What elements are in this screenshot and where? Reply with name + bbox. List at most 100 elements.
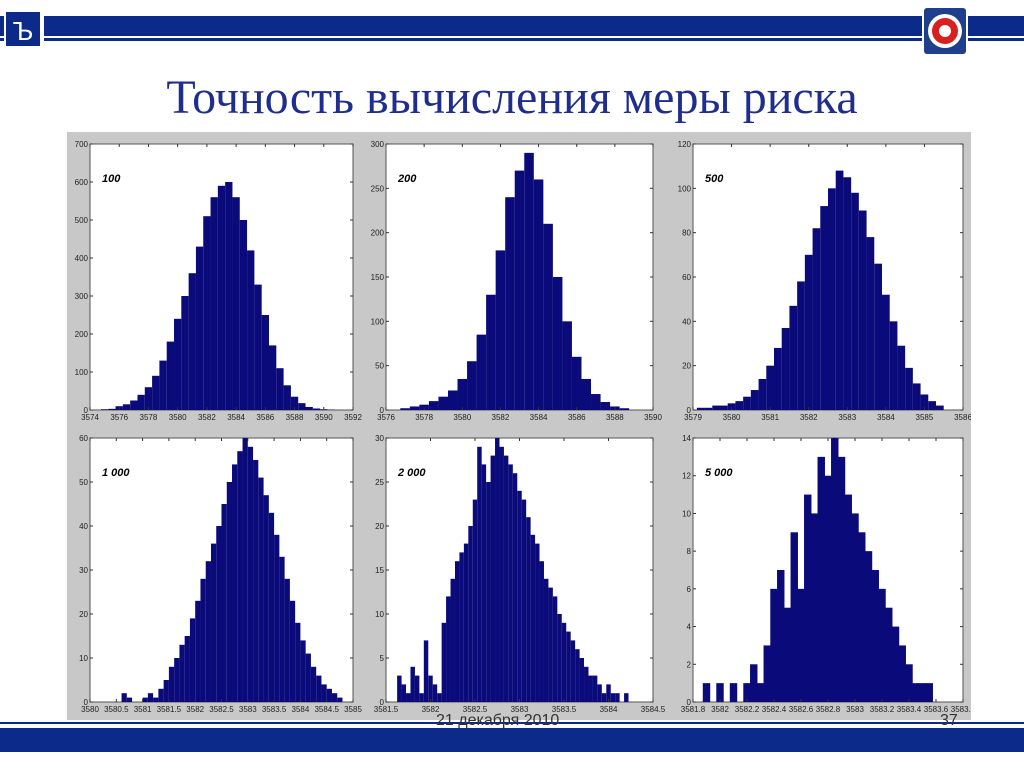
histogram-panel: 0 100 200 300 400 500 600 700 3574 3576 3578 3580 35…: [75, 140, 363, 422]
x-tick-label: 3590: [644, 413, 662, 422]
y-tick-label: 40: [79, 522, 88, 531]
y-tick-label: 30: [375, 434, 384, 443]
histogram-bar: [247, 250, 255, 410]
histogram-bar: [837, 456, 846, 702]
x-tick-label: 3582.8: [816, 705, 841, 714]
histogram-bar: [486, 482, 491, 702]
histogram-bar: [844, 494, 852, 702]
sample-size-label: 1 000: [102, 467, 130, 479]
histogram-bar: [533, 179, 544, 410]
histogram-bar: [406, 693, 411, 702]
histogram-bar: [716, 683, 724, 702]
histogram-bar: [126, 697, 133, 702]
histogram-bar: [438, 396, 448, 410]
histogram-bar: [137, 394, 145, 410]
histogram-bar: [184, 636, 190, 702]
histogram-bar: [579, 658, 585, 702]
histogram-bar: [331, 693, 338, 702]
histogram-bar: [144, 387, 153, 410]
x-tick-label: 3584.5: [314, 705, 339, 714]
histogram-bar: [276, 368, 284, 410]
histogram-bar: [763, 645, 771, 702]
histogram-bar: [200, 578, 206, 702]
histogram-bar: [305, 406, 313, 410]
histogram-bar: [410, 666, 415, 702]
histogram-bar: [457, 378, 468, 410]
histogram-bar: [750, 664, 758, 702]
x-tick-label: 3584.5: [641, 705, 666, 714]
histogram-bar: [562, 321, 572, 410]
histogram-bar: [936, 405, 944, 410]
histogram-bar: [835, 170, 844, 410]
histogram-bar: [179, 644, 185, 702]
y-tick-label: 60: [682, 273, 691, 282]
histogram-bar: [770, 588, 778, 702]
histogram-bar: [409, 406, 420, 410]
x-tick-label: 3583.5: [552, 705, 577, 714]
histogram-bar: [166, 341, 175, 410]
header-line: [0, 38, 1024, 41]
histogram-bar: [188, 273, 196, 410]
histogram-bar: [928, 401, 936, 410]
y-tick-label: 20: [375, 522, 384, 531]
histogram-panel: 0 5 10 15 20 25 30 3581.5 3582 3582.5 3583 3583.5 35…: [374, 434, 666, 714]
y-tick-label: 80: [682, 229, 691, 238]
x-tick-label: 3586: [954, 413, 971, 422]
histogram-bar: [472, 499, 478, 702]
x-tick-label: 3581: [134, 705, 152, 714]
histogram-bar: [561, 622, 567, 702]
histogram-bar: [152, 375, 160, 410]
histogram-bar: [831, 438, 839, 702]
histogram-bar: [575, 649, 580, 702]
histogram-bar: [521, 499, 527, 702]
histogram-bar: [696, 407, 705, 410]
histogram-bar: [552, 277, 563, 410]
histogram-bar: [606, 684, 611, 702]
x-tick-label: 3588: [286, 413, 304, 422]
x-tick-label: 3582.4: [762, 705, 787, 714]
histogram-bar: [897, 345, 906, 410]
histogram-bar: [783, 607, 792, 702]
y-tick-label: 400: [75, 254, 89, 263]
histogram-bar: [258, 477, 264, 702]
histogram-bar: [871, 570, 879, 702]
x-tick-label: 3581.5: [374, 705, 399, 714]
histogram-bar: [142, 697, 148, 702]
histogram-bar: [428, 675, 433, 702]
x-tick-label: 3586: [256, 413, 274, 422]
histogram-bar: [804, 494, 812, 702]
histogram-bar: [239, 220, 248, 410]
x-tick-label: 3582.5: [209, 705, 234, 714]
histogram-bar: [189, 618, 196, 702]
histogram-bar: [526, 517, 531, 702]
histogram-bar: [727, 403, 736, 410]
y-tick-label: 6: [687, 585, 692, 594]
histogram-bar: [447, 390, 458, 410]
histogram-bar: [203, 216, 211, 410]
histogram-bar: [477, 446, 482, 702]
histogram-bar: [312, 408, 321, 410]
histogram-bar: [543, 578, 549, 702]
histogram-bar: [570, 640, 576, 702]
x-tick-label: 3582.2: [735, 705, 760, 714]
y-tick-label: 2: [687, 660, 692, 669]
histogram-bar: [419, 693, 424, 702]
histogram-bar: [316, 675, 322, 702]
histogram-bar: [158, 688, 164, 702]
histogram-bar: [216, 526, 222, 702]
histogram-bar: [210, 197, 218, 410]
histogram-bar: [268, 345, 277, 410]
histogram-bar: [882, 294, 890, 410]
histogram-bar: [619, 408, 630, 410]
y-tick-label: 100: [75, 368, 89, 377]
histogram-bar: [712, 405, 720, 410]
histogram-bar: [499, 446, 504, 702]
y-tick-label: 30: [79, 566, 88, 575]
histogram-bar: [756, 683, 765, 702]
histogram-bar: [232, 464, 238, 702]
histogram-bar: [121, 693, 127, 702]
histogram-bar: [828, 188, 836, 410]
x-tick-label: 3581.5: [157, 705, 182, 714]
y-tick-label: 0: [380, 406, 385, 415]
